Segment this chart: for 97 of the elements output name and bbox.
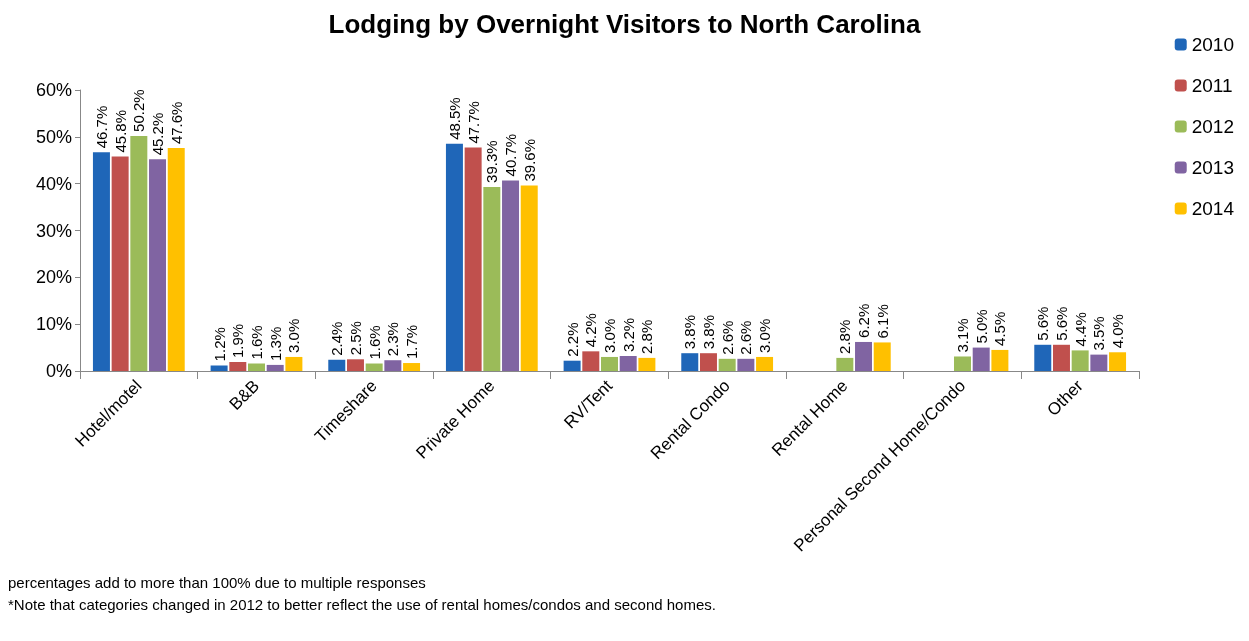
bar — [210, 365, 228, 371]
bar — [1052, 344, 1070, 371]
text: percentages add to more than 100% due to multiple responses — [8, 573, 426, 591]
data-label: 2.4% — [328, 321, 346, 356]
data-label: 3.8% — [699, 315, 717, 350]
bar — [365, 363, 383, 371]
bar — [601, 356, 618, 371]
bar — [285, 356, 303, 371]
bar — [563, 360, 581, 371]
bar — [836, 357, 854, 371]
data-label: 3.0% — [285, 318, 303, 353]
bar — [737, 358, 755, 371]
data-label: 6.1% — [873, 304, 891, 339]
data-label: 2.8% — [638, 319, 656, 354]
bar — [991, 349, 1009, 371]
bar — [681, 353, 699, 371]
data-label: 40.7% — [502, 133, 520, 177]
bar — [266, 364, 284, 371]
bar — [111, 156, 129, 371]
data-label: 5.0% — [972, 309, 990, 344]
data-label: 2.6% — [737, 320, 755, 355]
bar — [328, 359, 346, 371]
bar — [972, 347, 990, 371]
data-label: 48.5% — [445, 97, 463, 140]
data-label: 3.8% — [681, 315, 699, 350]
bar — [464, 147, 482, 371]
data-label: 3.0% — [601, 318, 618, 353]
data-label: 47.7% — [464, 101, 482, 144]
data-label: 3.5% — [1090, 316, 1108, 351]
data-label: 1.7% — [403, 324, 421, 360]
y-tick-label: 10% — [35, 314, 72, 335]
legend-label: 2012 — [1191, 116, 1235, 137]
bar — [167, 148, 185, 371]
data-label: 4.0% — [1109, 314, 1127, 349]
chart-title: Lodging by Overnight Visitors to North Carolina — [328, 9, 921, 39]
data-label: 1.2% — [210, 327, 228, 362]
data-label: 2.3% — [384, 322, 402, 357]
legend-label: 2014 — [1191, 198, 1235, 219]
data-label: 1.3% — [266, 326, 284, 361]
legend-label: 2011 — [1191, 75, 1233, 96]
bar — [756, 356, 774, 371]
data-label: 2.5% — [346, 321, 364, 356]
data-label: 6.2% — [855, 303, 873, 338]
bar — [855, 341, 873, 371]
data-label: 5.6% — [1034, 306, 1052, 341]
text: *Note that categories changed in 2012 to better reflect the use of rental homes/condos and second homes. — [8, 595, 716, 613]
data-label: 3.0% — [756, 318, 774, 353]
bar — [483, 186, 501, 371]
bar — [92, 152, 110, 371]
bar — [520, 185, 538, 371]
data-label: 46.7% — [92, 105, 110, 149]
bar — [699, 353, 717, 371]
data-label: 3.2% — [619, 317, 637, 353]
bar — [130, 135, 148, 371]
data-label: 3.1% — [954, 318, 971, 353]
data-label: 2.2% — [563, 322, 581, 357]
data-label: 4.4% — [1071, 312, 1089, 347]
data-label: 45.2% — [149, 112, 167, 156]
y-tick-label: 20% — [35, 267, 72, 288]
data-label: 2.6% — [718, 320, 736, 355]
bar — [954, 356, 971, 371]
data-label: 1.9% — [229, 323, 247, 359]
bar — [873, 342, 891, 371]
bar — [582, 351, 600, 371]
bar — [1034, 344, 1052, 371]
bar — [445, 143, 463, 371]
bar — [619, 356, 637, 371]
bar — [248, 363, 265, 371]
y-tick-label: 50% — [35, 126, 72, 147]
bar — [1071, 350, 1089, 371]
legend-label: 2010 — [1191, 34, 1235, 55]
data-label: 5.6% — [1052, 306, 1070, 341]
bar — [384, 360, 402, 371]
data-label: 39.6% — [520, 138, 538, 182]
data-label: 4.5% — [991, 311, 1009, 346]
bar — [149, 159, 167, 371]
y-tick-label: 0% — [45, 361, 72, 381]
data-label: 4.2% — [582, 313, 600, 348]
bar — [346, 359, 364, 371]
data-label: 1.6% — [248, 325, 265, 360]
data-label: 47.6% — [167, 101, 185, 145]
data-label: 45.8% — [111, 109, 129, 153]
legend-label: 2013 — [1191, 157, 1235, 178]
bar — [638, 357, 656, 371]
y-tick-label: 40% — [35, 173, 72, 194]
y-tick-label: 30% — [35, 220, 72, 241]
bar — [229, 362, 247, 371]
bar — [1109, 352, 1127, 371]
data-label: 39.3% — [483, 140, 501, 183]
data-label: 50.2% — [130, 89, 148, 132]
bar — [718, 358, 736, 371]
bar — [403, 363, 421, 371]
data-label: 1.6% — [365, 325, 383, 360]
y-tick-label: 60% — [35, 80, 72, 100]
data-label: 2.8% — [836, 319, 854, 354]
bar — [1090, 354, 1108, 371]
bar — [502, 180, 520, 371]
